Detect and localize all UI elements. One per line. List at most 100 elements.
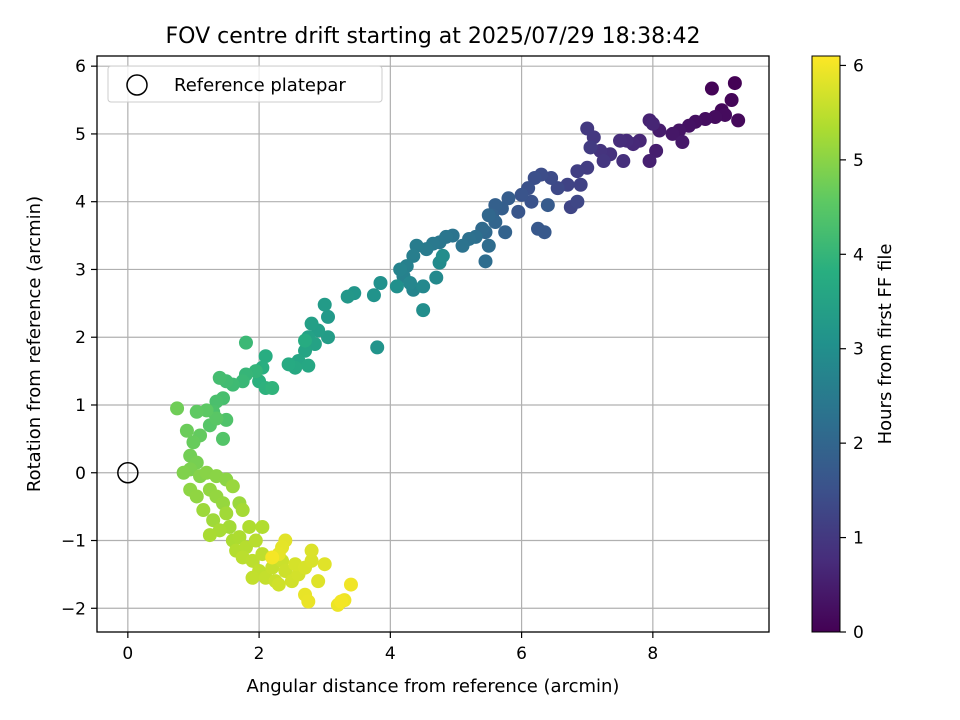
data-point [435, 248, 450, 263]
data-point [540, 198, 555, 213]
y-tick-label: 0 [75, 464, 86, 484]
data-point [278, 564, 293, 579]
chart-title: FOV centre drift starting at 2025/07/29 … [166, 24, 701, 49]
data-point [675, 135, 690, 150]
legend: Reference platepar [107, 65, 383, 103]
data-point [537, 225, 552, 240]
x-axis-ticks: 0 2 4 6 8 [122, 632, 658, 664]
data-point [235, 503, 250, 518]
data-point [478, 254, 493, 269]
data-point [340, 289, 355, 304]
data-point [616, 154, 631, 169]
data-point [645, 116, 660, 131]
data-point [583, 140, 598, 155]
data-point [481, 208, 496, 223]
colorbar-tick-label: 2 [853, 434, 864, 454]
data-point [298, 343, 313, 358]
data-point [370, 340, 385, 355]
colorbar-tick-label: 6 [853, 56, 864, 76]
y-tick-label: 6 [75, 57, 86, 77]
colorbar-ticks: 0 1 2 3 4 5 6 [840, 56, 864, 643]
data-point [238, 335, 253, 350]
data-point [321, 309, 335, 324]
data-point [186, 435, 201, 450]
data-point [206, 513, 221, 528]
colorbar-tick-label: 5 [853, 151, 864, 171]
data-point [232, 530, 247, 545]
x-tick-label: 0 [122, 644, 133, 664]
legend-label: Reference platepar [174, 75, 346, 96]
data-point [642, 154, 657, 169]
data-point [170, 401, 185, 416]
data-point [281, 357, 296, 372]
y-tick-label: −1 [61, 532, 86, 552]
data-point [393, 262, 408, 277]
y-axis-label: Rotation from reference (arcmin) [24, 196, 45, 492]
data-point [416, 279, 431, 294]
data-point [265, 560, 280, 575]
data-point [209, 411, 224, 426]
x-tick-label: 2 [254, 644, 265, 664]
data-point [196, 503, 211, 518]
data-point [550, 181, 565, 196]
data-point [724, 93, 739, 108]
colorbar-gradient [811, 55, 841, 633]
colorbar-tick-label: 3 [853, 340, 864, 360]
legend-box [107, 65, 383, 103]
data-point [498, 225, 513, 240]
reference-platepar-point [117, 462, 139, 484]
data-point [455, 238, 470, 253]
y-tick-label: −2 [61, 599, 86, 619]
colorbar-tick-label: 1 [853, 529, 864, 549]
data-point [255, 519, 270, 534]
y-tick-label: 4 [75, 193, 86, 213]
data-point [524, 194, 539, 209]
data-point [570, 194, 585, 209]
data-point [501, 191, 516, 206]
x-tick-label: 8 [647, 644, 658, 664]
data-point [403, 276, 418, 291]
x-tick-label: 4 [385, 644, 396, 664]
data-point [704, 81, 719, 96]
data-point [731, 113, 746, 128]
data-point [212, 370, 227, 385]
data-point [265, 381, 280, 396]
data-point [343, 577, 358, 592]
data-point [334, 594, 349, 609]
data-point [406, 248, 421, 263]
data-point [573, 177, 588, 192]
data-point [317, 297, 332, 312]
data-point [225, 479, 240, 494]
colorbar-tick-label: 4 [853, 245, 864, 265]
data-point [429, 270, 444, 285]
data-point [570, 164, 585, 179]
data-point [304, 553, 319, 568]
data-point [665, 126, 680, 141]
reference-marker [117, 462, 139, 484]
data-point [481, 238, 496, 253]
data-point [514, 187, 529, 202]
data-point [176, 465, 191, 480]
data-point [304, 543, 319, 558]
data-point [242, 519, 257, 534]
data-point [416, 303, 431, 318]
data-point [301, 358, 316, 373]
data-point [304, 316, 319, 331]
data-point [245, 570, 260, 585]
y-tick-label: 5 [75, 125, 86, 145]
y-tick-label: 3 [75, 260, 86, 280]
data-point [202, 528, 217, 543]
data-point [179, 423, 194, 438]
y-tick-label: 2 [75, 328, 86, 348]
data-point [271, 577, 286, 592]
data-point [258, 349, 273, 364]
data-point [527, 170, 542, 185]
data-point [219, 506, 234, 521]
data-point [311, 574, 326, 589]
data-point [189, 489, 204, 504]
y-axis-ticks: −2 −1 0 1 2 3 4 5 6 [61, 57, 97, 619]
data-point [189, 404, 204, 419]
colorbar: 0 1 2 3 4 5 6 Hours from first FF file [811, 55, 896, 643]
data-point [580, 121, 595, 136]
